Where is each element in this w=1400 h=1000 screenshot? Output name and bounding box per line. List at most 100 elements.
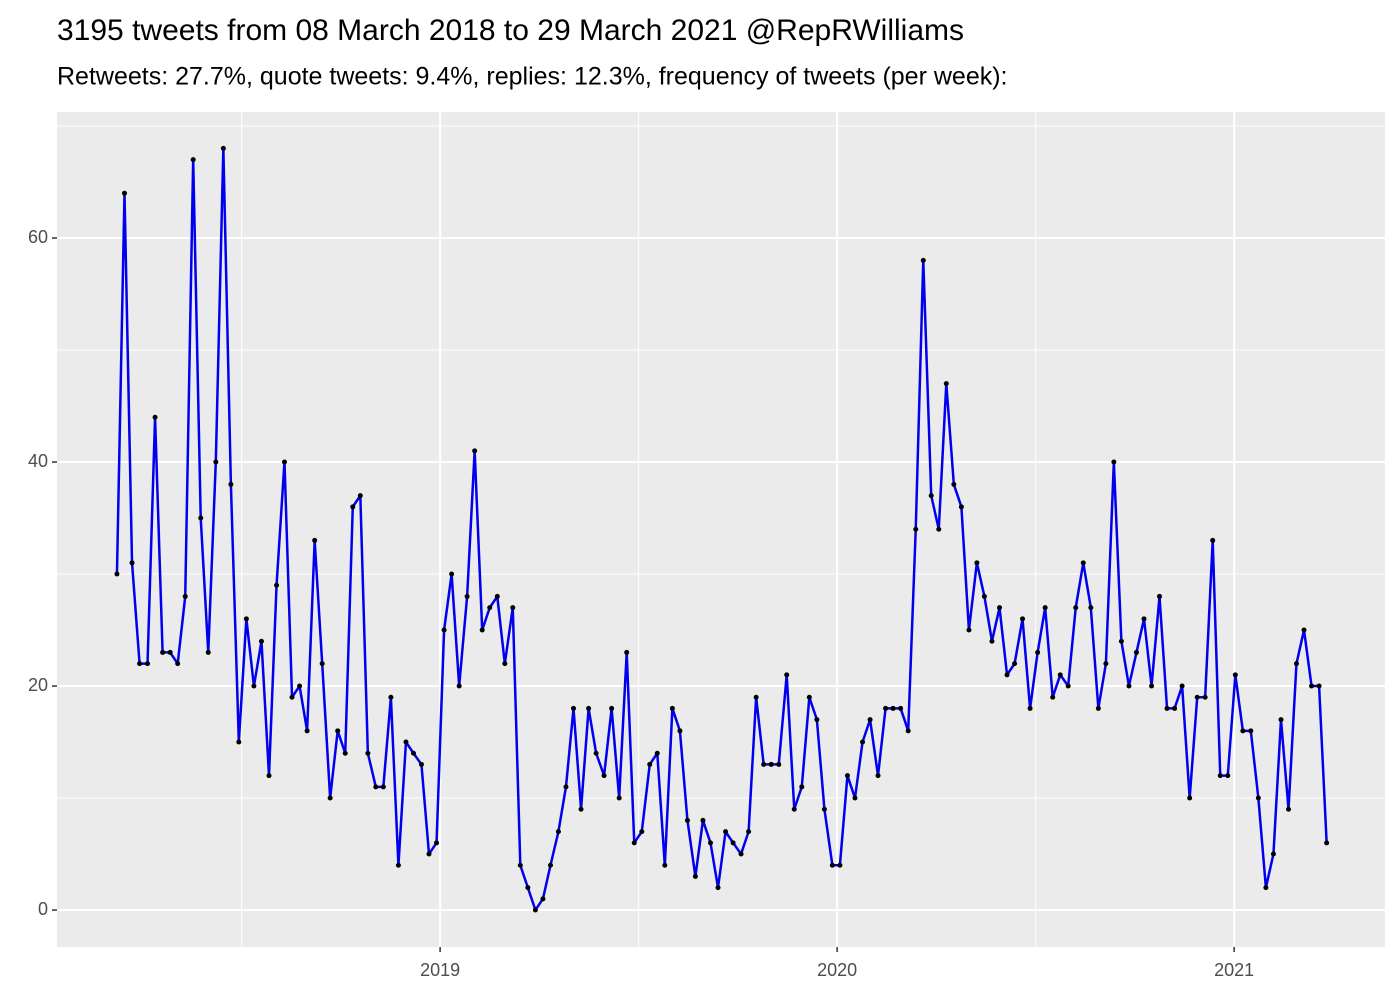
data-point <box>190 157 196 163</box>
data-point <box>220 145 226 151</box>
data-point <box>1232 672 1238 678</box>
data-point <box>1020 616 1026 622</box>
data-point <box>684 817 690 823</box>
data-point <box>943 381 949 387</box>
data-point <box>951 481 957 487</box>
data-point <box>1172 705 1178 711</box>
data-point <box>654 750 660 756</box>
data-point <box>593 750 599 756</box>
data-point <box>586 705 592 711</box>
data-point <box>890 705 896 711</box>
data-point <box>707 840 713 846</box>
data-point <box>198 515 204 521</box>
data-point <box>1301 627 1307 633</box>
data-point <box>502 661 508 667</box>
data-point <box>852 795 858 801</box>
data-point <box>418 761 424 767</box>
data-point <box>867 717 873 723</box>
data-point <box>517 862 523 868</box>
data-point <box>510 605 516 611</box>
data-point <box>1164 705 1170 711</box>
data-point <box>920 257 926 263</box>
data-point <box>1156 593 1162 599</box>
data-point <box>647 761 653 767</box>
data-point <box>380 784 386 790</box>
data-point <box>365 750 371 756</box>
data-point <box>669 705 675 711</box>
data-point <box>152 414 158 420</box>
data-point <box>1309 683 1315 689</box>
data-point <box>479 627 485 633</box>
data-point <box>114 571 120 577</box>
data-point <box>1194 694 1200 700</box>
data-point <box>563 784 569 790</box>
data-point <box>776 761 782 767</box>
x-tick-label: 2019 <box>420 960 460 980</box>
x-tick-label: 2021 <box>1214 960 1254 980</box>
plot-panel <box>57 112 1385 947</box>
data-point <box>1187 795 1193 801</box>
data-point <box>304 728 310 734</box>
data-point <box>1217 773 1223 779</box>
data-point <box>1050 694 1056 700</box>
data-point <box>624 649 630 655</box>
data-point <box>958 504 964 510</box>
data-point <box>936 526 942 532</box>
data-point <box>1012 661 1018 667</box>
data-point <box>738 851 744 857</box>
data-point <box>1042 605 1048 611</box>
y-tick-label: 0 <box>38 899 48 919</box>
data-point <box>1073 605 1079 611</box>
data-point <box>997 605 1003 611</box>
data-point <box>395 862 401 868</box>
data-point <box>989 638 995 644</box>
series-line <box>115 147 1328 912</box>
data-point <box>1278 717 1284 723</box>
data-point <box>1316 683 1322 689</box>
data-point <box>677 728 683 734</box>
data-point <box>1065 683 1071 689</box>
data-point <box>411 750 417 756</box>
data-point <box>342 750 348 756</box>
data-point <box>662 862 668 868</box>
data-point <box>441 627 447 633</box>
data-point <box>145 661 151 667</box>
data-point <box>821 806 827 812</box>
data-point <box>700 817 706 823</box>
data-point <box>1080 560 1086 566</box>
data-point <box>137 661 143 667</box>
data-point <box>913 526 919 532</box>
data-point <box>472 448 478 454</box>
data-point <box>403 739 409 745</box>
data-point <box>167 649 173 655</box>
data-point <box>1210 537 1216 543</box>
data-point <box>525 885 531 891</box>
data-point <box>205 649 211 655</box>
data-point <box>456 683 462 689</box>
data-point <box>350 504 356 510</box>
data-point <box>1293 661 1299 667</box>
data-point <box>1035 649 1041 655</box>
data-point <box>1179 683 1185 689</box>
y-tick-label: 20 <box>28 675 48 695</box>
data-point <box>1027 705 1033 711</box>
data-point <box>1286 806 1292 812</box>
data-point <box>806 694 812 700</box>
data-point <box>1255 795 1261 801</box>
data-point <box>175 661 181 667</box>
data-point <box>297 683 303 689</box>
data-point <box>784 672 790 678</box>
data-point <box>837 862 843 868</box>
data-point <box>578 806 584 812</box>
data-point <box>182 593 188 599</box>
data-point <box>1133 649 1139 655</box>
data-point <box>319 661 325 667</box>
data-point <box>609 705 615 711</box>
data-point <box>1118 638 1124 644</box>
data-point <box>768 761 774 767</box>
chart-subtitle: Retweets: 27.7%, quote tweets: 9.4%, rep… <box>57 63 1008 91</box>
data-point <box>829 862 835 868</box>
data-point <box>251 683 257 689</box>
data-point <box>449 571 455 577</box>
data-point <box>236 739 242 745</box>
